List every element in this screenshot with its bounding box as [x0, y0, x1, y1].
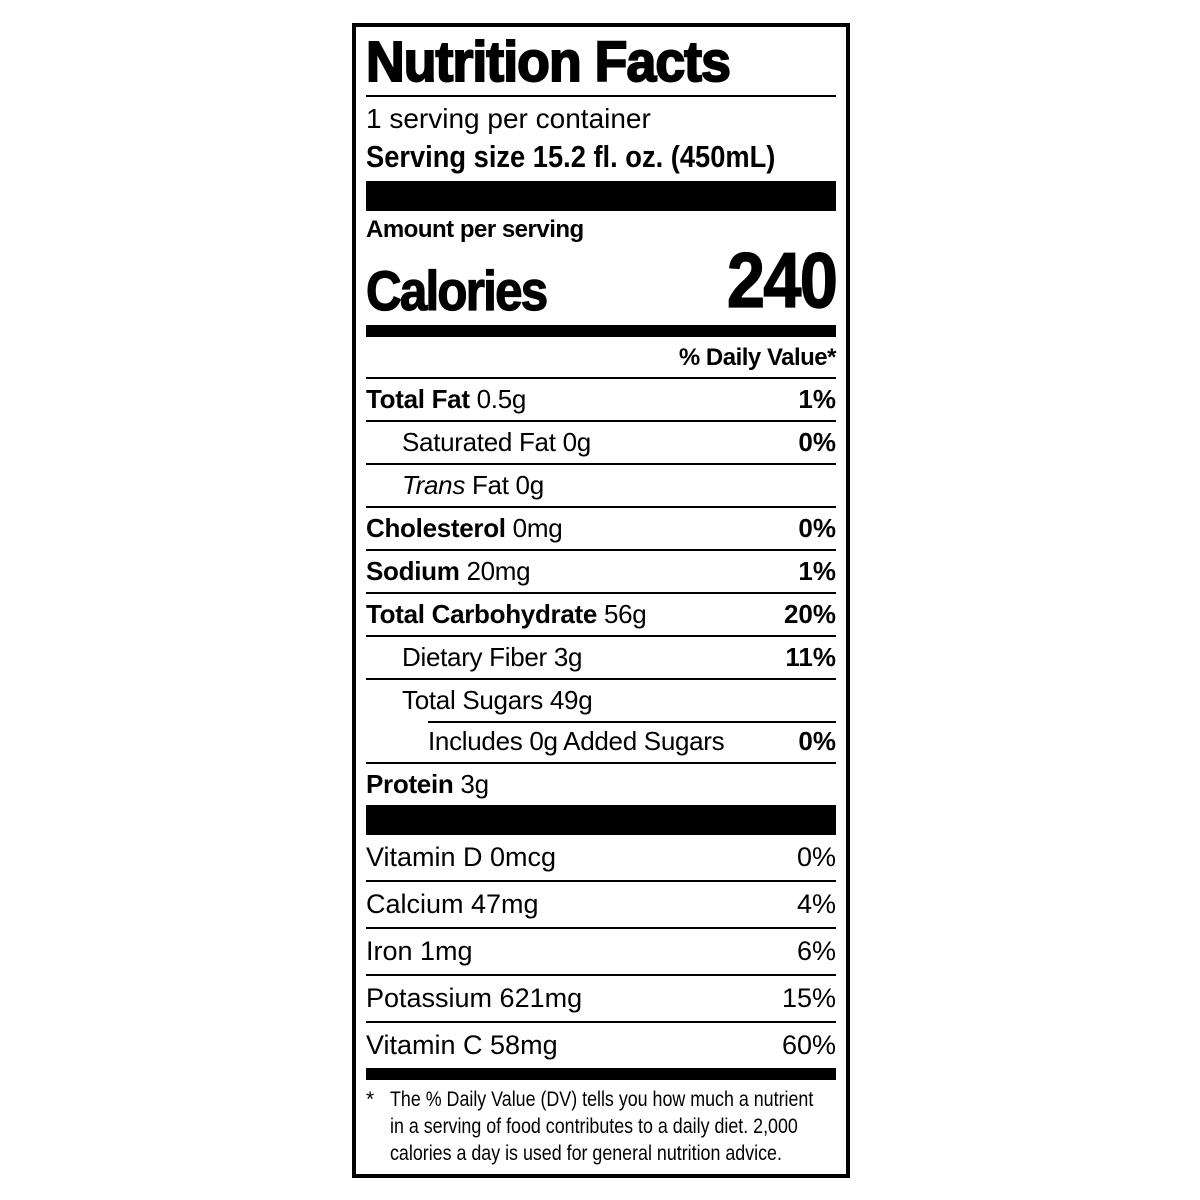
nutrient-dv: 20% [783, 599, 836, 629]
nutrient-row-total-fat: Total Fat 0.5g 1% [366, 379, 836, 422]
nutrient-name: Total Carbohydrate [366, 599, 598, 629]
daily-value-header: % Daily Value* [366, 337, 837, 379]
serving-size-value: 15.2 fl. oz. (450mL) [532, 139, 776, 174]
nutrient-row-total-carbohydrate: Total Carbohydrate 56g 20% [366, 594, 836, 637]
nutrient-name: Cholesterol [366, 513, 506, 543]
nutrient-dv: 0% [798, 726, 836, 756]
footnote-asterisk: * [366, 1088, 375, 1111]
micronutrient-row-vitamin-d: Vitamin D 0mcg 0% [366, 835, 836, 882]
label-title-text: Nutrition Facts [365, 30, 732, 94]
nutrient-name: Total Fat [366, 384, 470, 414]
calories-label: Calories [365, 258, 548, 322]
nutrient-row-dietary-fiber: Dietary Fiber 3g 11% [366, 637, 836, 680]
micronutrient-row-calcium: Calcium 47mg 4% [366, 882, 836, 929]
micronutrient-name: Calcium 47mg [366, 889, 539, 919]
nutrient-name: Trans [402, 470, 466, 500]
medium-divider-bar [366, 325, 836, 337]
nutrient-amount: Fat 0g [471, 470, 544, 500]
medium-divider-bar [366, 1068, 836, 1080]
micronutrient-row-potassium: Potassium 621mg 15% [366, 976, 836, 1023]
nutrient-amount: 49g [549, 685, 593, 715]
nutrient-name: Includes 0g Added Sugars [428, 726, 725, 756]
micronutrient-name: Vitamin D 0mcg [366, 842, 557, 872]
nutrient-dv: 1% [798, 556, 836, 586]
micronutrient-dv: 60% [781, 1030, 836, 1060]
footnote-line: in a serving of food contributes to a da… [390, 1115, 798, 1138]
micronutrient-name: Vitamin C 58mg [366, 1030, 558, 1060]
amount-per-serving-label: Amount per serving [366, 216, 584, 243]
calories-row: Calories 240 [365, 236, 838, 325]
nutrient-amount: 0.5g [476, 384, 527, 414]
micronutrient-dv: 4% [796, 889, 836, 919]
daily-value-footnote: * The % Daily Value (DV) tells you how m… [366, 1086, 836, 1167]
footnote-text: The % Daily Value (DV) tells you how muc… [390, 1086, 846, 1167]
servings-per-container: 1 serving per container [366, 103, 651, 134]
nutrient-dv: 11% [785, 642, 836, 672]
nutrient-amount: 3g [553, 642, 583, 672]
nutrient-amount: 0mg [512, 513, 563, 543]
micronutrient-row-iron: Iron 1mg 6% [366, 929, 836, 976]
micronutrient-dv: 15% [781, 983, 836, 1013]
micronutrient-name: Iron 1mg [366, 936, 473, 966]
nutrient-amount: 3g [460, 769, 489, 799]
micronutrient-dv: 6% [796, 936, 836, 966]
nutrient-dv: 0% [798, 513, 836, 543]
nutrient-row-cholesterol: Cholesterol 0mg 0% [366, 508, 836, 551]
nutrition-facts-label: Nutrition Facts 1 serving per container … [352, 23, 850, 1178]
footnote-line: The % Daily Value (DV) tells you how muc… [390, 1088, 814, 1111]
nutrient-row-total-sugars: Total Sugars 49g [366, 680, 836, 721]
nutrient-name: Dietary Fiber [402, 642, 547, 672]
nutrient-amount: 56g [603, 599, 647, 629]
thick-divider-bar [366, 805, 836, 835]
nutrient-name: Saturated Fat [402, 427, 556, 457]
micronutrient-name: Potassium 621mg [366, 983, 583, 1013]
nutrient-name: Sodium [366, 556, 460, 586]
nutrient-amount: 0g [562, 427, 592, 457]
nutrient-dv: 1% [798, 384, 836, 414]
thick-divider-bar [366, 181, 836, 211]
title-divider [366, 95, 836, 97]
micronutrient-dv: 0% [796, 842, 836, 872]
label-title: Nutrition Facts [365, 30, 836, 94]
nutrient-dv: 0% [798, 427, 836, 457]
serving-size-label: Serving size [366, 139, 526, 174]
nutrient-amount: 20mg [466, 556, 531, 586]
nutrient-row-saturated-fat: Saturated Fat 0g 0% [366, 422, 836, 465]
nutrient-row-protein: Protein 3g [366, 764, 836, 805]
serving-size-line: Serving size 15.2 fl. oz. (450mL) [366, 137, 836, 177]
nutrient-name: Protein [366, 769, 454, 799]
nutrient-name: Total Sugars [402, 685, 543, 715]
nutrient-row-trans-fat: Trans Fat 0g [366, 465, 836, 508]
footnote-line: calories a day is used for general nutri… [390, 1142, 782, 1165]
nutrient-row-added-sugars: Includes 0g Added Sugars 0% [366, 721, 836, 764]
nutrient-row-sodium: Sodium 20mg 1% [366, 551, 836, 594]
micronutrient-row-vitamin-c: Vitamin C 58mg 60% [366, 1023, 836, 1068]
calories-value: 240 [726, 236, 838, 325]
